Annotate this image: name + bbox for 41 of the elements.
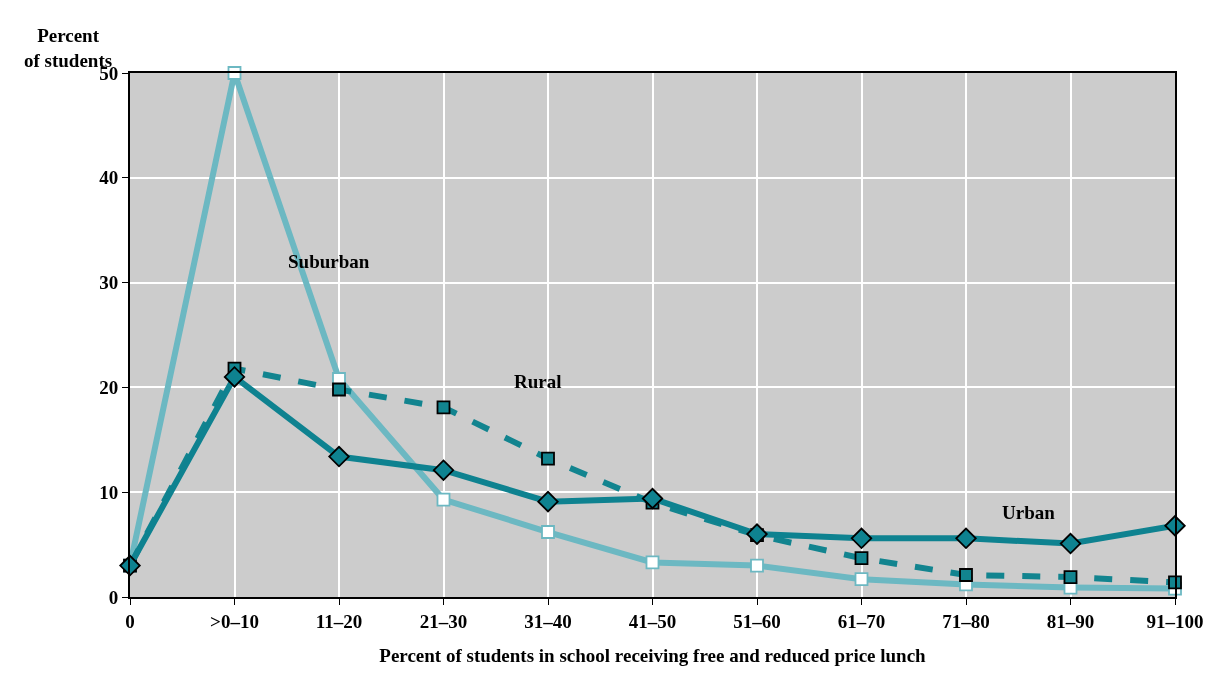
y-tick-label: 20 — [99, 377, 119, 399]
point — [959, 568, 973, 582]
x-tick-label: 81–90 — [1046, 610, 1095, 632]
x-tick-label: 51–60 — [733, 610, 781, 632]
point — [537, 490, 559, 513]
x-tick-label: >0–10 — [210, 610, 259, 632]
x-tick-label: 61–70 — [837, 610, 886, 632]
point — [541, 451, 555, 466]
point — [541, 525, 555, 539]
point — [750, 558, 764, 573]
y-tick-label: 10 — [99, 481, 119, 503]
x-tick-label: 31–40 — [524, 610, 572, 632]
point — [746, 523, 768, 545]
point — [1059, 532, 1082, 555]
y-tick-label: 40 — [99, 167, 119, 189]
y-tick-label: 0 — [108, 586, 119, 608]
point — [223, 366, 246, 388]
x-tick-label: 0 — [125, 610, 135, 632]
x-tick-label: 41–50 — [628, 610, 677, 632]
point — [328, 445, 350, 468]
point — [854, 551, 869, 566]
point — [641, 487, 664, 510]
x-tick-label: 71–80 — [942, 610, 990, 632]
x-axis-title: Percent of students in school receiving free and reduced price lunch — [379, 645, 927, 667]
point — [645, 555, 660, 570]
point — [436, 400, 451, 415]
x-tick-label: 21–30 — [419, 610, 468, 632]
point — [854, 572, 869, 587]
series-label: Urban — [1002, 502, 1056, 523]
point — [432, 459, 455, 481]
point — [332, 382, 346, 397]
point — [850, 527, 873, 549]
point — [955, 527, 977, 549]
y-tick-label: 30 — [99, 272, 119, 294]
series-label: Suburban — [288, 251, 370, 272]
point — [1063, 570, 1078, 584]
point — [436, 492, 451, 507]
text: Rural — [514, 371, 562, 392]
x-tick-label: 11–20 — [315, 610, 363, 632]
x-tick-label: 91–100 — [1146, 610, 1204, 632]
point — [1168, 575, 1182, 590]
